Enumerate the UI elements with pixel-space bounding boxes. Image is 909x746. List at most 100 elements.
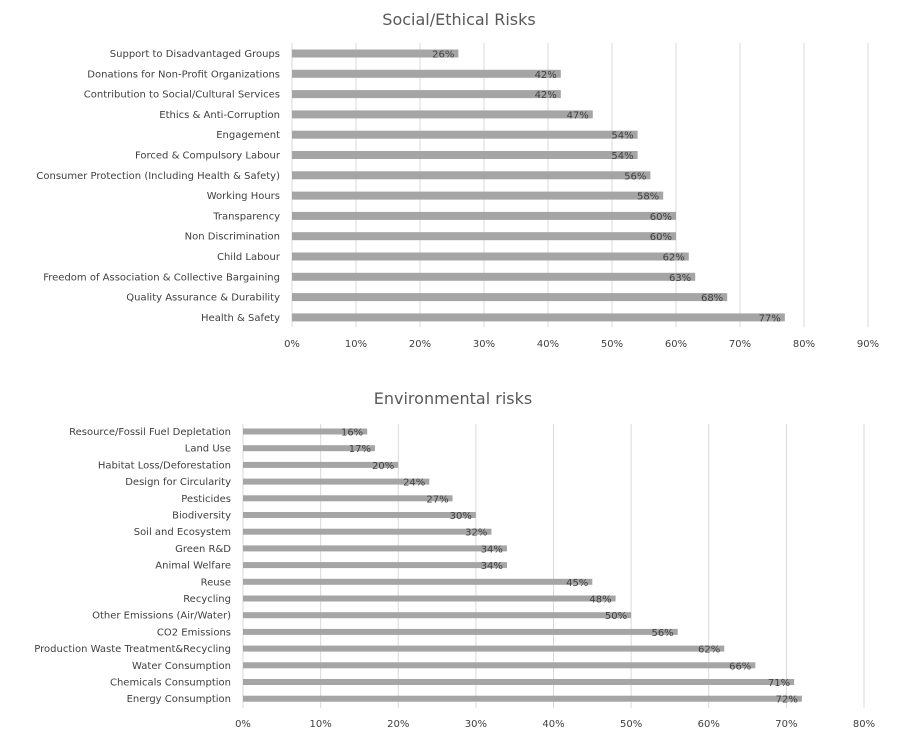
bar — [243, 512, 476, 518]
x-tick-label: 50% — [601, 339, 623, 350]
x-tick-label: 20% — [409, 339, 431, 350]
bar — [292, 69, 561, 78]
bar — [243, 528, 492, 535]
category-label: Recycling — [183, 594, 231, 605]
category-label: Support to Disadvantaged Groups — [110, 49, 280, 60]
chart-title: Environmental risks — [374, 389, 532, 408]
data-label: 16% — [341, 428, 363, 439]
category-label: Health & Safety — [201, 313, 280, 324]
data-label: 26% — [432, 50, 454, 61]
data-label: 42% — [535, 70, 557, 81]
x-tick-label: 30% — [473, 339, 495, 350]
category-label: Production Waste Treatment&Recycling — [34, 644, 231, 655]
bar — [292, 272, 696, 281]
bar — [243, 679, 795, 685]
data-label: 20% — [372, 461, 394, 472]
category-label: Freedom of Association & Collective Barg… — [43, 272, 280, 283]
x-tick-label: 60% — [665, 339, 687, 350]
bar — [243, 612, 632, 619]
data-label: 42% — [535, 90, 557, 101]
bar — [292, 293, 728, 302]
data-label: 66% — [729, 661, 751, 672]
x-tick-label: 30% — [465, 719, 487, 730]
category-label: Animal Welfare — [155, 561, 231, 572]
bar — [243, 461, 399, 468]
category-label: Green R&D — [175, 544, 231, 555]
x-tick-label: 60% — [698, 719, 720, 730]
category-label: Working Hours — [207, 191, 280, 202]
data-label: 60% — [650, 212, 672, 223]
chart-title: Social/Ethical Risks — [382, 10, 535, 29]
bar — [243, 695, 802, 702]
data-label: 34% — [481, 544, 503, 555]
data-label: 27% — [426, 494, 448, 505]
category-label: Resource/Fossil Fuel Depletation — [69, 427, 231, 438]
x-tick-label: 40% — [542, 719, 564, 730]
category-label: Contribution to Social/Cultural Services — [84, 90, 280, 101]
x-tick-label: 80% — [793, 339, 815, 350]
bar — [243, 545, 507, 552]
data-label: 62% — [698, 645, 720, 656]
bar — [292, 211, 676, 220]
category-label: Consumer Protection (Including Health & … — [36, 171, 280, 182]
category-label: Non Discrimination — [185, 232, 280, 243]
data-label: 45% — [566, 578, 588, 589]
bar — [243, 428, 368, 435]
x-tick-label: 20% — [387, 719, 409, 730]
x-tick-label: 0% — [235, 719, 251, 730]
data-label: 30% — [450, 511, 472, 522]
data-label: 34% — [481, 561, 503, 572]
category-label: Soil and Ecosystem — [134, 527, 231, 538]
x-tick-label: 10% — [310, 719, 332, 730]
x-tick-label: 70% — [729, 339, 751, 350]
category-label: Engagement — [216, 130, 280, 141]
x-tick-label: 70% — [775, 719, 797, 730]
data-label: 60% — [650, 232, 672, 243]
data-label: 63% — [669, 273, 691, 284]
bar — [243, 662, 756, 669]
environmental-risks-chart: Environmental risks 0% 10% 20% 30% 40% 50% 60% 7… — [34, 389, 875, 730]
data-label: 71% — [768, 678, 790, 689]
data-label: 58% — [637, 192, 659, 203]
data-label: 48% — [589, 595, 611, 606]
category-label: Transparency — [212, 211, 280, 222]
bar — [243, 578, 593, 585]
x-tick-label: 0% — [284, 339, 300, 350]
category-label: Design for Circularity — [125, 477, 231, 488]
data-label: 72% — [776, 695, 798, 706]
category-label: Water Consumption — [132, 661, 231, 672]
bar — [243, 478, 430, 485]
category-label: Forced & Compulsory Labour — [135, 151, 281, 162]
category-label: Ethics & Anti-Corruption — [159, 110, 280, 121]
category-label: Chemicals Consumption — [110, 678, 231, 689]
bar — [292, 252, 689, 261]
data-label: 47% — [567, 110, 589, 121]
category-label: Pesticides — [181, 494, 231, 505]
x-tick-label: 40% — [537, 339, 559, 350]
data-label: 24% — [403, 478, 425, 489]
category-label: Other Emissions (Air/Water) — [92, 611, 231, 622]
bar — [292, 232, 676, 241]
x-tick-label: 80% — [853, 719, 875, 730]
bar — [243, 495, 453, 502]
bar — [292, 49, 459, 58]
x-tick-label: 90% — [857, 339, 879, 350]
data-label: 54% — [611, 151, 633, 162]
category-label: Donations for Non-Profit Organizations — [87, 69, 280, 80]
bar — [292, 110, 593, 119]
bar — [292, 90, 561, 99]
category-label: CO2 Emissions — [157, 627, 231, 638]
category-label: Habitat Loss/Deforestation — [98, 460, 231, 471]
category-label: Child Labour — [217, 252, 281, 263]
bar — [243, 445, 375, 452]
data-label: 17% — [349, 444, 371, 455]
category-label: Biodiversity — [172, 511, 231, 522]
bar — [243, 595, 616, 602]
data-label: 56% — [624, 171, 646, 182]
data-label: 68% — [701, 293, 723, 304]
data-label: 32% — [465, 528, 487, 539]
social-ethical-risks-chart: Social/Ethical Risks 0% 10% 20% 30% 40% 50% 60%… — [36, 10, 879, 350]
bar — [292, 171, 651, 180]
category-label: Land Use — [185, 444, 231, 455]
